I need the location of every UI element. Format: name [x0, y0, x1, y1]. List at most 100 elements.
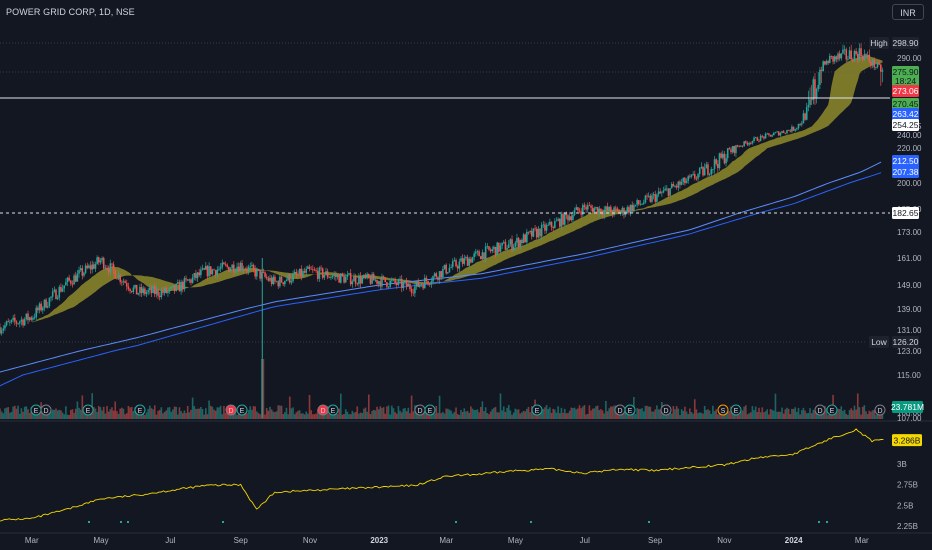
- event-marker-text: D: [320, 408, 325, 415]
- candle: [850, 44, 852, 61]
- candle-body: [697, 174, 699, 179]
- candle-body: [455, 260, 457, 267]
- candle-body: [759, 135, 762, 141]
- volume-bar: [404, 408, 406, 419]
- volume-bar: [262, 359, 265, 419]
- price-badge-bg: [892, 75, 919, 87]
- candle: [792, 126, 795, 132]
- candle-body: [229, 268, 232, 272]
- candle: [488, 245, 490, 252]
- indicator-value-tag-text: 3.286B: [894, 435, 921, 445]
- volume-bar: [735, 413, 737, 419]
- candle: [447, 272, 449, 275]
- volume-bar: [552, 408, 554, 419]
- candle-body: [866, 54, 869, 57]
- candle-body: [669, 188, 671, 196]
- candle: [639, 200, 642, 206]
- volume-bar: [855, 409, 857, 419]
- volume-bar: [68, 414, 70, 419]
- candle: [805, 102, 808, 121]
- candle: [458, 258, 461, 272]
- candle-body: [369, 277, 372, 284]
- volume-bar: [781, 407, 783, 419]
- candle-body: [781, 131, 783, 133]
- candle: [435, 271, 438, 279]
- price-badge-text: 254.25: [893, 120, 919, 130]
- candle: [206, 264, 209, 281]
- candle-body: [12, 317, 14, 320]
- volume-bar: [409, 413, 411, 419]
- candle: [512, 243, 515, 252]
- candle-body: [875, 67, 877, 69]
- candle-body: [555, 220, 558, 222]
- candle-body: [493, 246, 495, 250]
- candle-body: [257, 269, 260, 271]
- candle: [132, 285, 135, 294]
- price-badge-bg: [892, 119, 919, 131]
- candle-body: [321, 268, 324, 278]
- candle-body: [18, 321, 21, 324]
- event-marker: D: [317, 404, 329, 416]
- candle: [852, 57, 854, 63]
- candle-body: [593, 208, 596, 213]
- y-tick-label: 123.00: [897, 347, 922, 356]
- volume-bar: [726, 411, 729, 419]
- volume-bar: [374, 410, 377, 419]
- candle: [127, 282, 130, 292]
- volume-bar: [578, 405, 581, 419]
- candle: [741, 145, 744, 148]
- currency-button[interactable]: INR: [892, 4, 924, 20]
- volume-bar: [675, 406, 678, 419]
- candle-body: [135, 284, 138, 295]
- candle-body: [183, 278, 186, 290]
- candle-body: [341, 273, 344, 276]
- candle: [580, 207, 582, 219]
- y-tick-label: 220.00: [897, 144, 922, 153]
- candle-body: [484, 246, 487, 259]
- candle-body: [356, 283, 359, 285]
- candle-body: [109, 263, 112, 273]
- candle-body: [76, 273, 79, 282]
- volume-bar: [738, 414, 741, 419]
- volume-bar: [158, 409, 161, 419]
- candle-body: [537, 228, 540, 238]
- volume-bar: [563, 408, 566, 419]
- candle-body: [871, 59, 874, 66]
- candle-body: [776, 131, 778, 133]
- candle: [277, 279, 280, 289]
- candle-body: [799, 123, 801, 125]
- candle-body: [476, 251, 479, 253]
- candle: [394, 277, 396, 286]
- candle-body: [45, 299, 47, 308]
- candle-body: [614, 207, 617, 209]
- candle: [789, 129, 792, 133]
- candle-body: [707, 164, 709, 175]
- candle-body: [53, 289, 56, 292]
- volume-bar: [710, 414, 713, 419]
- candle: [753, 136, 755, 143]
- volume-bar: [163, 411, 166, 419]
- volume-bar: [382, 407, 385, 419]
- candle-body: [326, 271, 329, 278]
- volume-bar: [99, 407, 102, 419]
- volume-bar: [25, 406, 28, 419]
- candle-body: [577, 207, 579, 211]
- event-marker-text: E: [331, 408, 336, 415]
- volume-bar: [740, 412, 742, 419]
- candle-body: [181, 281, 184, 290]
- volume-bar: [73, 412, 75, 419]
- candle: [685, 178, 688, 184]
- volume-bar: [65, 406, 67, 419]
- candle-body: [800, 123, 803, 125]
- volume-bar: [423, 409, 426, 419]
- volume-bar: [850, 408, 852, 419]
- candle: [450, 264, 452, 269]
- candle: [768, 132, 770, 137]
- price-badge: 182.65: [892, 207, 919, 219]
- price-badge: 273.06: [892, 85, 919, 97]
- volume-bar: [219, 405, 222, 419]
- candle-body: [773, 133, 775, 136]
- volume-bar: [288, 396, 291, 419]
